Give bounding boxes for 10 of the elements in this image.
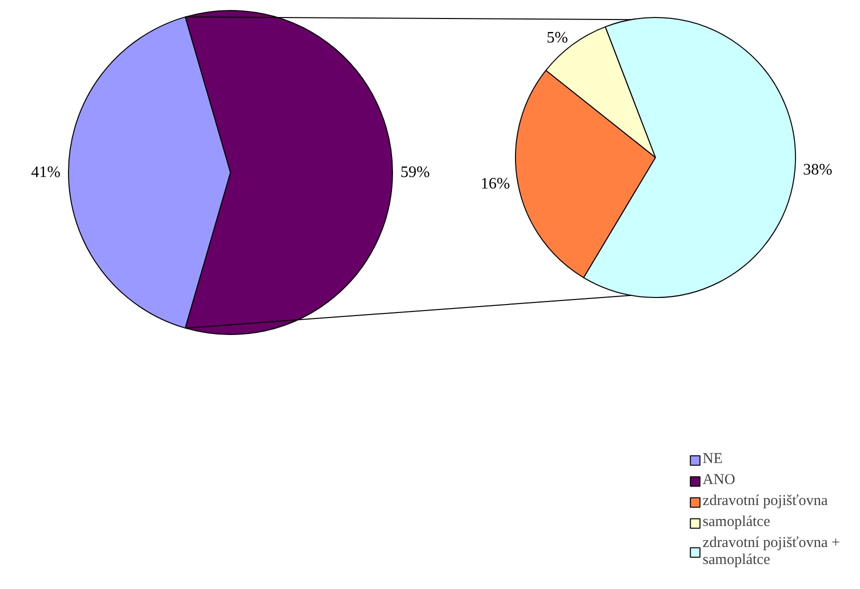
data-label: 16%: [480, 176, 510, 193]
data-label: 41%: [31, 164, 60, 181]
legend-label: zdravotní pojišťovna: [702, 493, 828, 510]
data-label: 38%: [802, 162, 832, 179]
legend-label: ANO: [702, 472, 736, 489]
data-label: 59%: [400, 164, 430, 181]
legend-label: zdravotní pojišťovna + samoplátce: [702, 535, 840, 569]
legend-label: samoplátce: [702, 514, 770, 531]
data-label: 5%: [546, 30, 568, 47]
legend-label: NE: [702, 451, 723, 468]
